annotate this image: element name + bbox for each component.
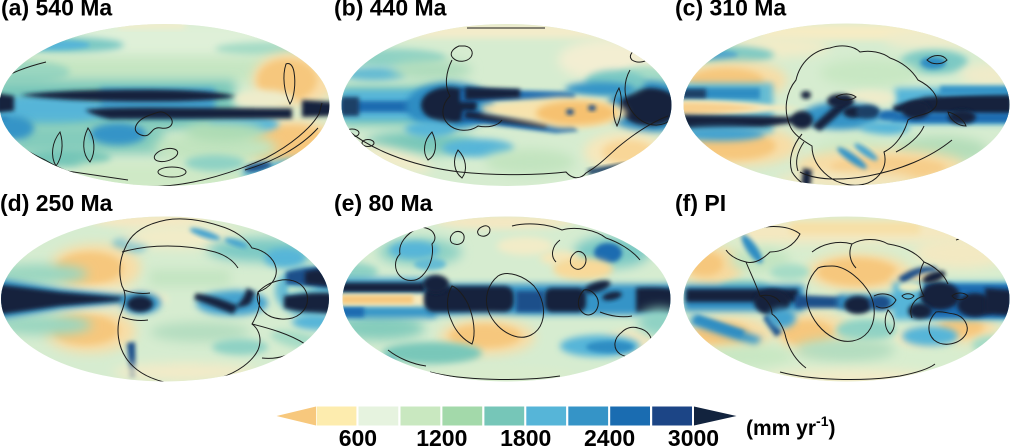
svg-text:(b) 440 Ma: (b) 440 Ma bbox=[334, 0, 447, 21]
svg-text:3000: 3000 bbox=[668, 425, 719, 447]
svg-text:1800: 1800 bbox=[500, 425, 551, 447]
svg-text:1200: 1200 bbox=[416, 425, 467, 447]
svg-text:(f) PI: (f) PI bbox=[675, 190, 726, 216]
svg-text:(e) 80 Ma: (e) 80 Ma bbox=[334, 190, 433, 216]
svg-text:600: 600 bbox=[339, 425, 377, 447]
svg-text:(a) 540 Ma: (a) 540 Ma bbox=[1, 0, 112, 21]
svg-text:(c) 310 Ma: (c) 310 Ma bbox=[675, 0, 786, 21]
svg-text:2400: 2400 bbox=[584, 425, 635, 447]
svg-text:(d) 250 Ma: (d) 250 Ma bbox=[0, 190, 113, 216]
svg-text:(mm yr-1): (mm yr-1) bbox=[746, 413, 835, 440]
